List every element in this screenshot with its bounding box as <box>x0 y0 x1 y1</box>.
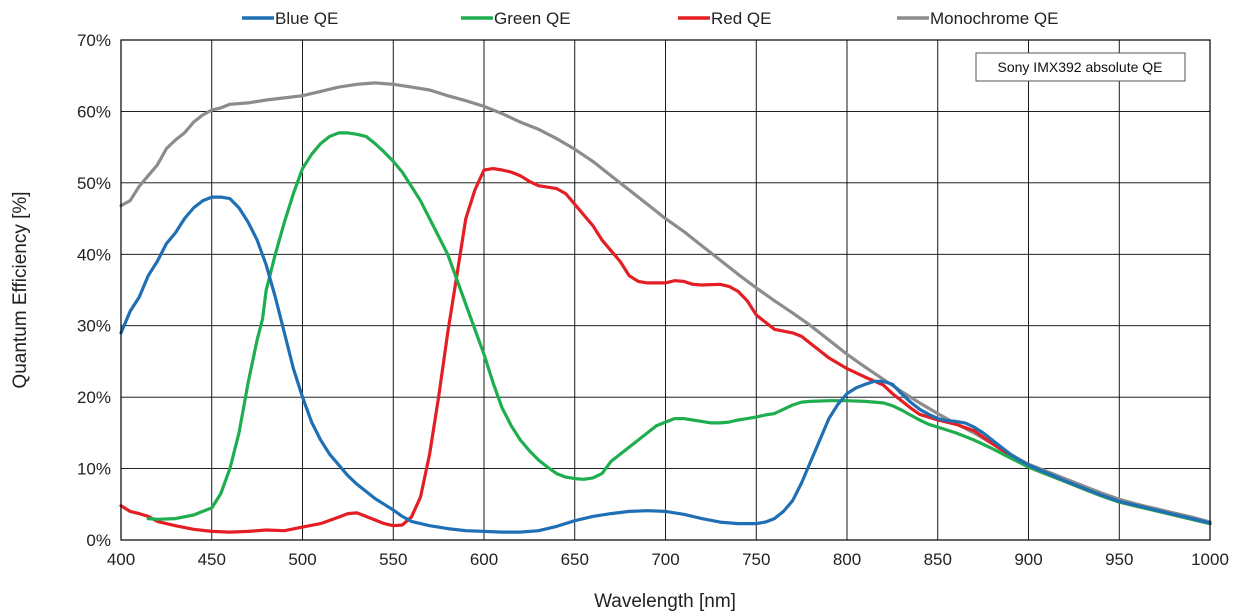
y-tick-label: 20% <box>77 388 111 407</box>
x-tick-label: 450 <box>198 550 226 569</box>
legend-label: Blue QE <box>275 9 338 28</box>
y-axis-tick-labels: 0% 10% 20% 30% 40% 50% 60% 70% <box>77 31 111 550</box>
y-tick-label: 50% <box>77 174 111 193</box>
x-tick-label: 750 <box>742 550 770 569</box>
x-tick-label: 600 <box>470 550 498 569</box>
legend-item-green-qe: Green QE <box>461 9 571 28</box>
y-tick-label: 60% <box>77 102 111 121</box>
legend-item-blue-qe: Blue QE <box>242 9 338 28</box>
series-lines <box>119 81 1212 534</box>
series-line-green-qe <box>146 131 1212 526</box>
x-axis-title: Wavelength [nm] <box>594 591 736 612</box>
x-tick-label: 650 <box>561 550 589 569</box>
x-tick-label: 900 <box>1014 550 1042 569</box>
y-tick-label: 30% <box>77 317 111 336</box>
legend-label: Monochrome QE <box>930 9 1059 28</box>
x-tick-label: 550 <box>379 550 407 569</box>
legend-item-red-qe: Red QE <box>678 9 771 28</box>
x-tick-label: 700 <box>651 550 679 569</box>
x-tick-label: 500 <box>288 550 316 569</box>
x-tick-label: 950 <box>1105 550 1133 569</box>
y-tick-label: 70% <box>77 31 111 50</box>
legend-label: Red QE <box>711 9 771 28</box>
x-tick-label: 400 <box>107 550 135 569</box>
y-tick-label: 40% <box>77 245 111 264</box>
x-tick-label: 800 <box>833 550 861 569</box>
legend-item-monochrome-qe: Monochrome QE <box>897 9 1059 28</box>
y-tick-label: 0% <box>86 531 111 550</box>
x-tick-label: 1000 <box>1191 550 1229 569</box>
plot-area-border <box>120 39 1211 541</box>
y-tick-label: 10% <box>77 460 111 479</box>
series-line-red-qe <box>119 167 1212 534</box>
annotation-box: Sony IMX392 absolute QE <box>975 52 1186 82</box>
x-axis-tick-labels: 400 450 500 550 600 650 700 750 800 850 900 950 1000 <box>107 550 1229 569</box>
x-tick-label: 850 <box>924 550 952 569</box>
series-line-blue-qe <box>119 195 1212 534</box>
legend-label: Green QE <box>494 9 571 28</box>
legend: Blue QE Green QE Red QE Monochrome QE <box>242 9 1059 28</box>
annotation-text: Sony IMX392 absolute QE <box>998 59 1163 75</box>
y-axis-title: Quantum Efficiency [%] <box>10 191 31 388</box>
